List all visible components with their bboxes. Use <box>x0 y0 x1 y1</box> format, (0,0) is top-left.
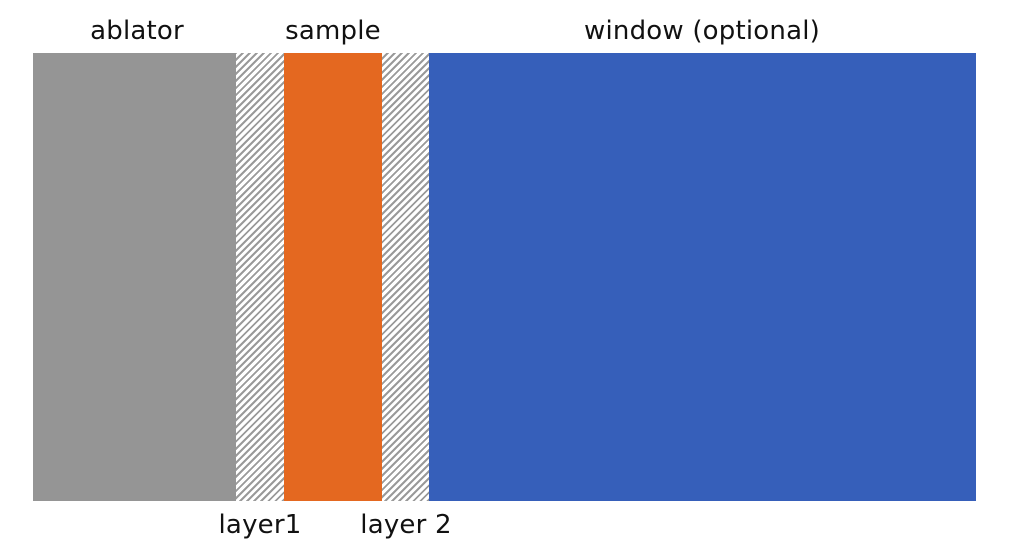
layer2-label: layer 2 <box>360 510 452 540</box>
window-label: window (optional) <box>584 16 820 46</box>
layer1-block <box>236 53 284 501</box>
sample-block <box>284 53 382 501</box>
window-block <box>429 53 976 501</box>
layer1-label: layer1 <box>218 510 302 540</box>
ablator-block <box>33 53 236 501</box>
ablator-label: ablator <box>90 16 184 46</box>
sample-label: sample <box>285 16 381 46</box>
layer2-block <box>382 53 429 501</box>
